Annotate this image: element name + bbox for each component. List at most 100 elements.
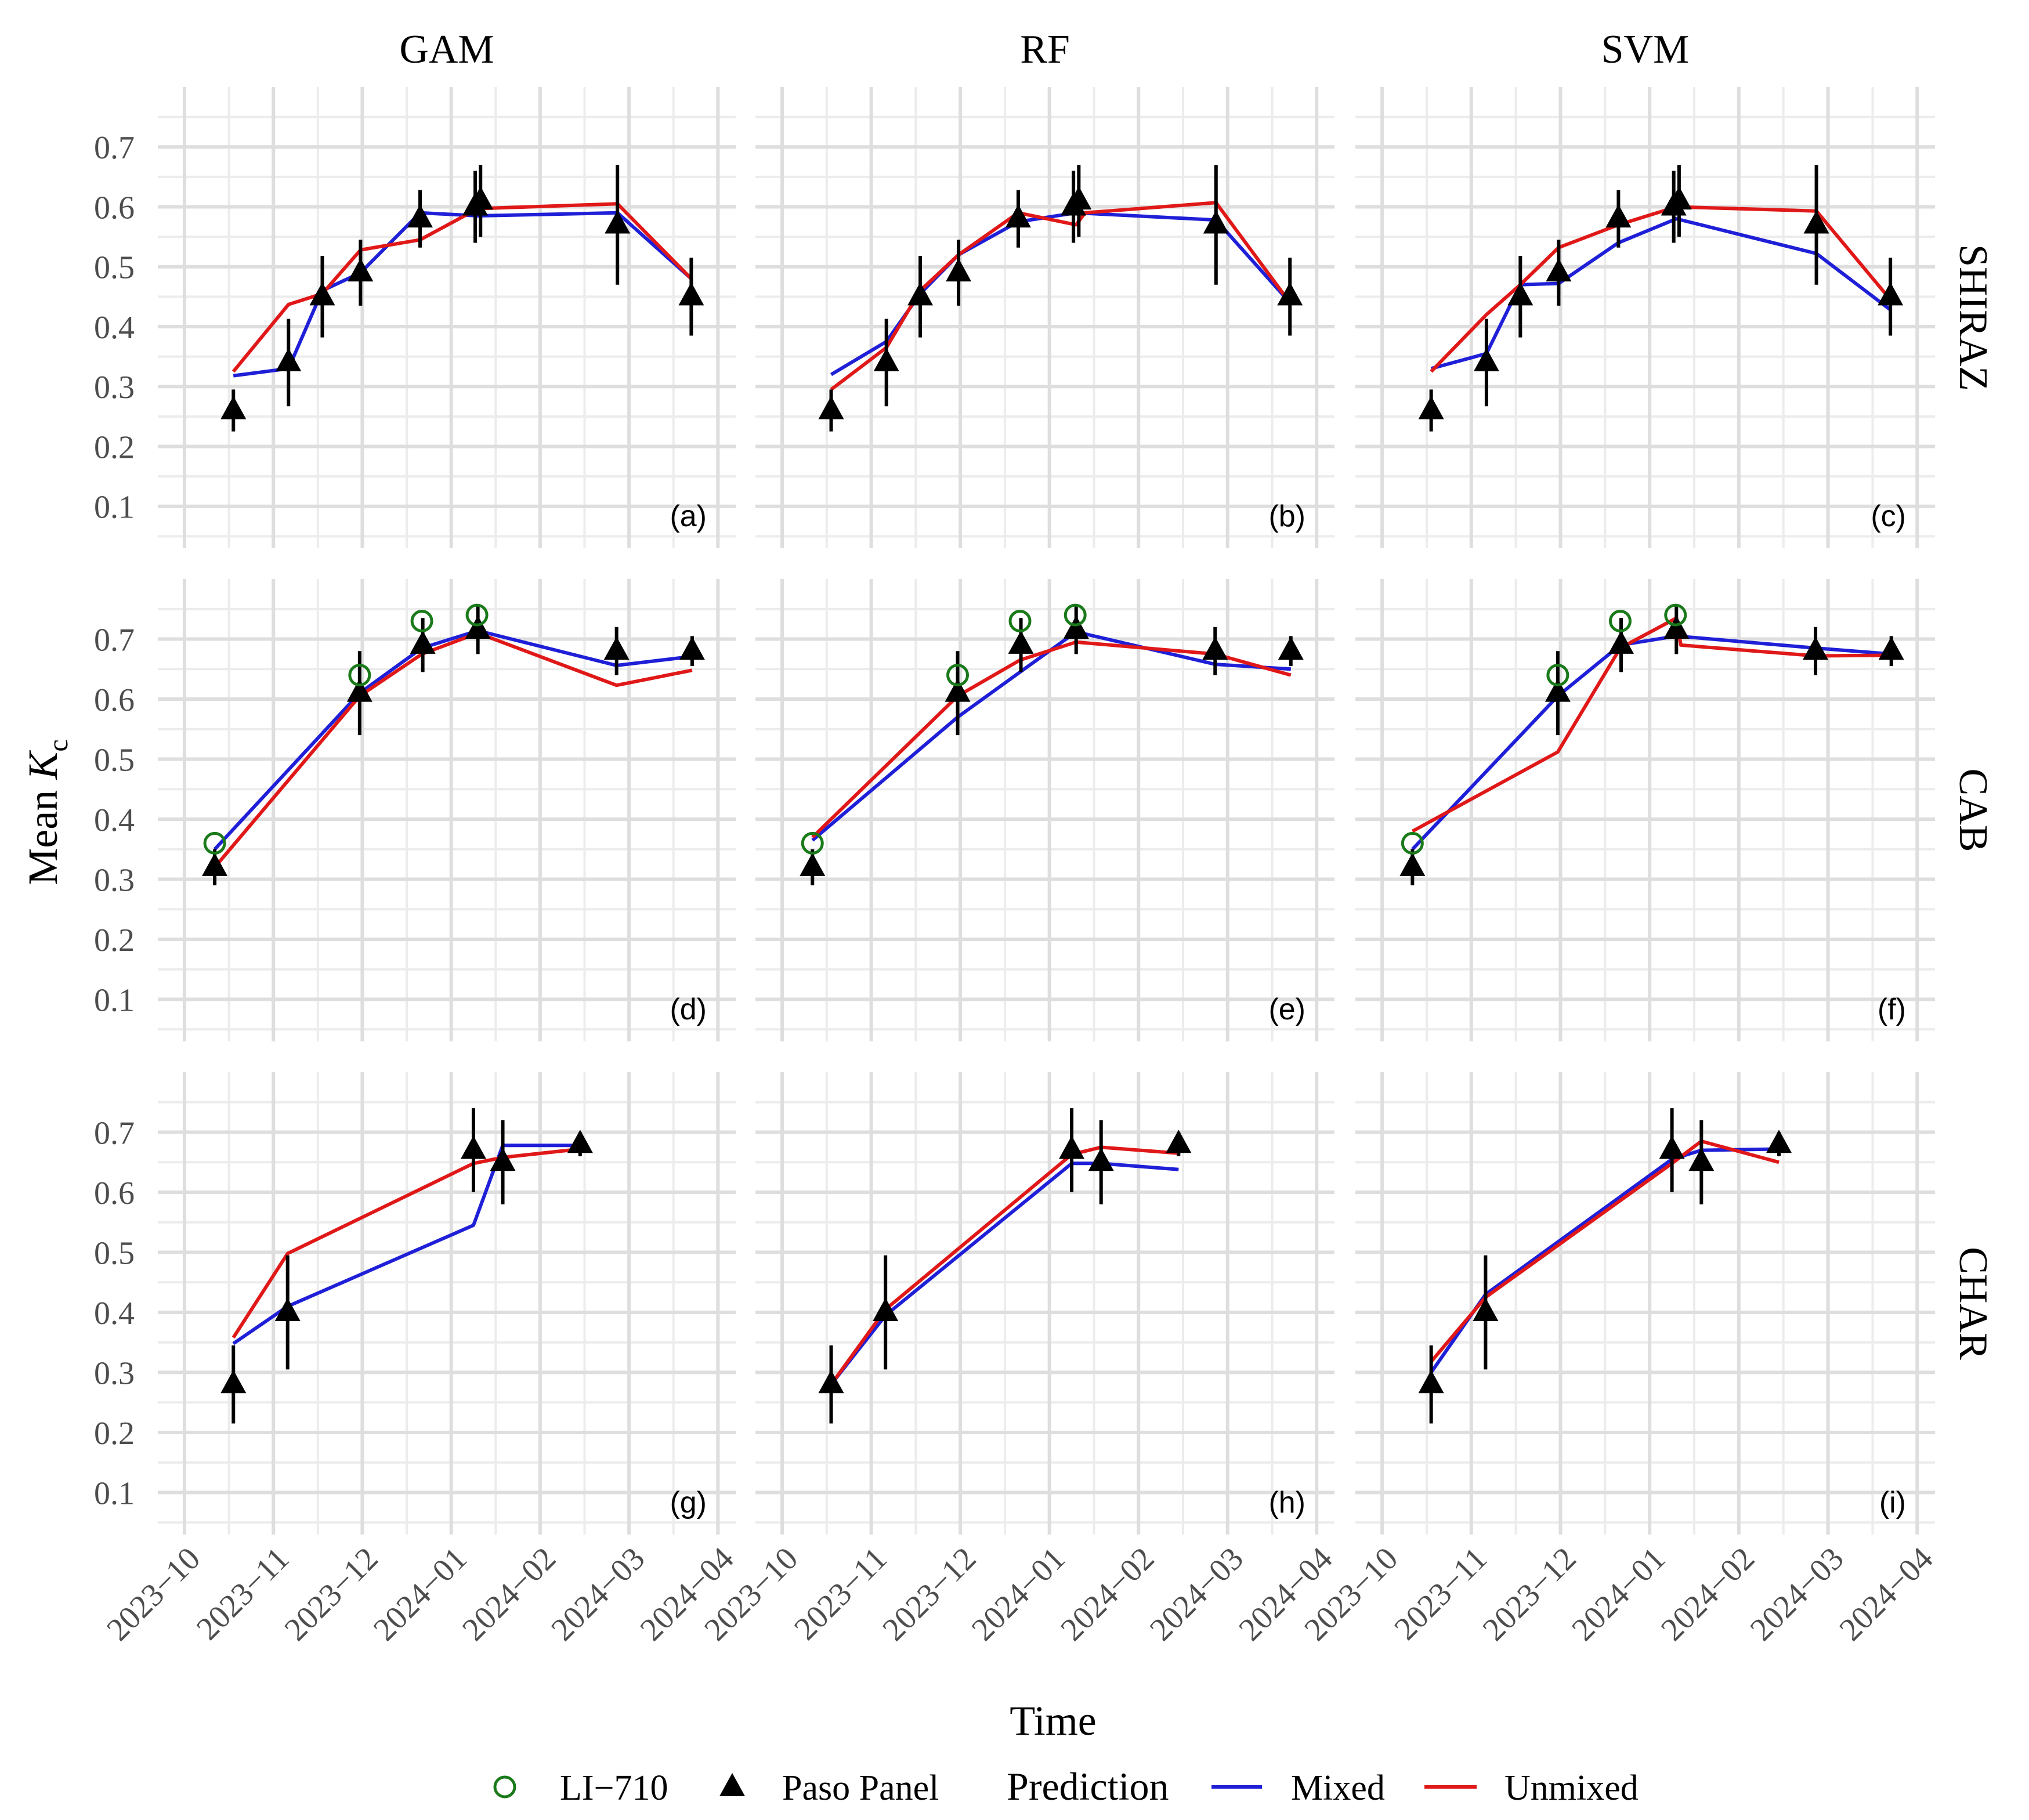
y-tick-label: 0.1 — [94, 490, 135, 526]
point-paso-char-svm — [1473, 1298, 1499, 1322]
point-paso-shiraz-gam — [309, 282, 335, 306]
grid-layer — [158, 87, 1935, 1535]
point-paso-shiraz-gam — [348, 258, 374, 282]
point-li710-cab-gam — [203, 831, 226, 855]
y-tick-label: 0.5 — [94, 743, 135, 779]
point-paso-cab-svm — [1545, 678, 1571, 702]
point-paso-char-rf — [873, 1298, 899, 1322]
point-paso-char-svm — [1659, 1135, 1685, 1159]
point-paso-cab-svm — [1399, 852, 1426, 876]
row-title-shiraz: SHIRAZ — [1951, 244, 1995, 391]
y-axis-title-symbol: K — [20, 750, 66, 780]
point-paso-cab-svm — [1608, 630, 1634, 654]
row-title-char: CHAR — [1951, 1247, 1995, 1360]
y-tick-label: 0.7 — [94, 130, 135, 166]
y-tick-label: 0.7 — [94, 1116, 135, 1152]
line-unmixed-cab-rf — [811, 640, 1292, 839]
panel-char-gam-tag: (g) — [670, 1486, 707, 1519]
line-unmixed-cab-gam — [213, 631, 693, 869]
panel-char-rf-tag: (h) — [1268, 1486, 1305, 1519]
y-tick-label: 0.4 — [94, 802, 135, 838]
point-paso-shiraz-svm — [1878, 282, 1904, 306]
point-paso-cab-gam — [410, 630, 436, 654]
panel-shiraz-gam-tag: (a) — [670, 500, 707, 533]
legend: LI−710 Paso Panel Prediction Mixed Unmix… — [493, 1764, 1639, 1808]
legend-li710-marker — [493, 1775, 516, 1799]
panel-cab-gam-tag: (d) — [670, 993, 707, 1026]
point-paso-shiraz-rf — [818, 396, 844, 419]
point-paso-char-rf — [818, 1370, 844, 1394]
point-paso-shiraz-gam — [678, 282, 704, 306]
point-paso-shiraz-svm — [1418, 396, 1444, 419]
point-paso-char-gam — [567, 1130, 593, 1153]
point-paso-cab-svm — [1878, 636, 1904, 660]
point-paso-cab-svm — [1803, 636, 1829, 660]
y-tick-label: 0.6 — [94, 1175, 135, 1211]
point-paso-char-svm — [1766, 1130, 1792, 1153]
line-unmixed-shiraz-gam — [232, 202, 693, 373]
point-li710-cab-gam — [410, 609, 433, 632]
point-paso-cab-gam — [679, 636, 705, 660]
point-paso-shiraz-gam — [605, 210, 631, 234]
y-tick-label: 0.2 — [94, 1416, 135, 1452]
legend-paso-label: Paso Panel — [782, 1768, 939, 1808]
legend-prediction-title: Prediction — [1007, 1764, 1169, 1808]
y-tick-label: 0.4 — [94, 1296, 135, 1331]
column-title-gam: GAM — [399, 27, 494, 72]
point-paso-char-svm — [1418, 1370, 1444, 1394]
panel-shiraz-rf-tag: (b) — [1268, 500, 1305, 533]
y-axis-title: Mean Kc — [20, 739, 74, 885]
point-paso-cab-svm — [1663, 615, 1690, 639]
point-paso-shiraz-rf — [1066, 186, 1092, 210]
point-paso-cab-gam — [465, 615, 491, 639]
point-paso-char-gam — [460, 1135, 486, 1159]
point-paso-char-rf — [1059, 1135, 1085, 1159]
y-tick-label: 0.6 — [94, 682, 135, 718]
y-tick-label: 0.5 — [94, 1236, 135, 1272]
point-paso-shiraz-svm — [1473, 348, 1499, 371]
point-li710-cab-svm — [1664, 603, 1687, 627]
y-tick-label: 0.2 — [94, 922, 135, 958]
line-mixed-shiraz-rf — [830, 211, 1292, 377]
panel-cab-rf-tag: (e) — [1268, 993, 1305, 1026]
point-paso-shiraz-rf — [1277, 282, 1303, 306]
point-li710-cab-rf — [801, 831, 824, 855]
line-mixed-shiraz-svm — [1430, 217, 1892, 371]
legend-paso-marker — [719, 1773, 745, 1796]
point-paso-shiraz-gam — [220, 396, 247, 419]
point-paso-shiraz-gam — [468, 186, 494, 210]
point-paso-shiraz-rf — [946, 258, 972, 282]
legend-mixed-label: Mixed — [1291, 1768, 1385, 1808]
panel-cab-svm-tag: (f) — [1878, 993, 1906, 1026]
point-paso-char-gam — [274, 1298, 301, 1322]
point-li710-cab-rf — [1064, 603, 1087, 627]
y-tick-label: 0.1 — [94, 983, 135, 1019]
point-paso-cab-rf — [1063, 615, 1089, 639]
point-paso-shiraz-svm — [1666, 186, 1692, 210]
line-mixed-cab-svm — [1411, 634, 1891, 851]
panel-shiraz-svm-tag: (c) — [1871, 500, 1906, 533]
y-tick-label: 0.5 — [94, 250, 135, 286]
point-paso-cab-rf — [800, 852, 826, 876]
point-paso-cab-rf — [945, 678, 971, 702]
point-li710-cab-svm — [1608, 609, 1632, 632]
line-mixed-shiraz-gam — [233, 211, 693, 378]
point-li710-cab-rf — [1008, 609, 1032, 632]
column-title-rf: RF — [1020, 27, 1070, 72]
y-tick-label: 0.3 — [94, 863, 135, 899]
column-title-svm: SVM — [1601, 27, 1690, 72]
row-title-cab: CAB — [1951, 769, 1995, 852]
y-tick-label: 0.2 — [94, 429, 135, 465]
panel-char-svm-tag: (i) — [1879, 1486, 1906, 1519]
point-li710-cab-svm — [1546, 664, 1569, 687]
point-paso-shiraz-rf — [1203, 210, 1229, 234]
point-paso-shiraz-rf — [1005, 204, 1031, 228]
point-li710-cab-gam — [348, 664, 371, 687]
y-tick-label: 0.6 — [94, 190, 135, 226]
point-paso-char-gam — [490, 1148, 516, 1171]
point-paso-cab-gam — [202, 852, 228, 876]
point-paso-shiraz-gam — [407, 204, 433, 228]
point-li710-cab-rf — [946, 664, 970, 687]
point-paso-cab-rf — [1278, 636, 1304, 660]
